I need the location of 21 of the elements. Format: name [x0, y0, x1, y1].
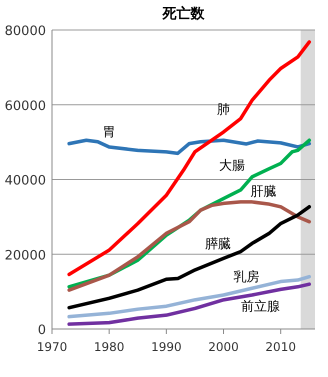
x-tick-label: 1990: [151, 340, 182, 354]
series-label: 乳房: [233, 268, 260, 285]
y-tick-label: 60000: [4, 98, 46, 114]
y-tick-label: 0: [38, 323, 46, 338]
y-tick-label: 80000: [4, 24, 46, 39]
x-tick-label: 2000: [208, 340, 239, 354]
x-tick-label: 1970: [36, 340, 68, 354]
series-label: 前立腺: [241, 298, 280, 314]
y-tick-label: 40000: [4, 174, 46, 188]
x-tick-label: 2010: [265, 340, 296, 354]
series-label: 膵臓: [204, 237, 231, 252]
chart-title: 死亡数: [162, 5, 206, 22]
series-label: 肺: [217, 102, 230, 118]
series-label: 肝臓: [250, 184, 277, 200]
line-series: [67, 200, 312, 292]
line-series: [67, 138, 312, 156]
line-series: [67, 282, 312, 326]
series-label: 胃: [102, 124, 116, 140]
x-tick-label: 1980: [94, 340, 124, 354]
series-label: 大腸: [219, 158, 246, 174]
y-tick-label: 20000: [4, 248, 46, 264]
